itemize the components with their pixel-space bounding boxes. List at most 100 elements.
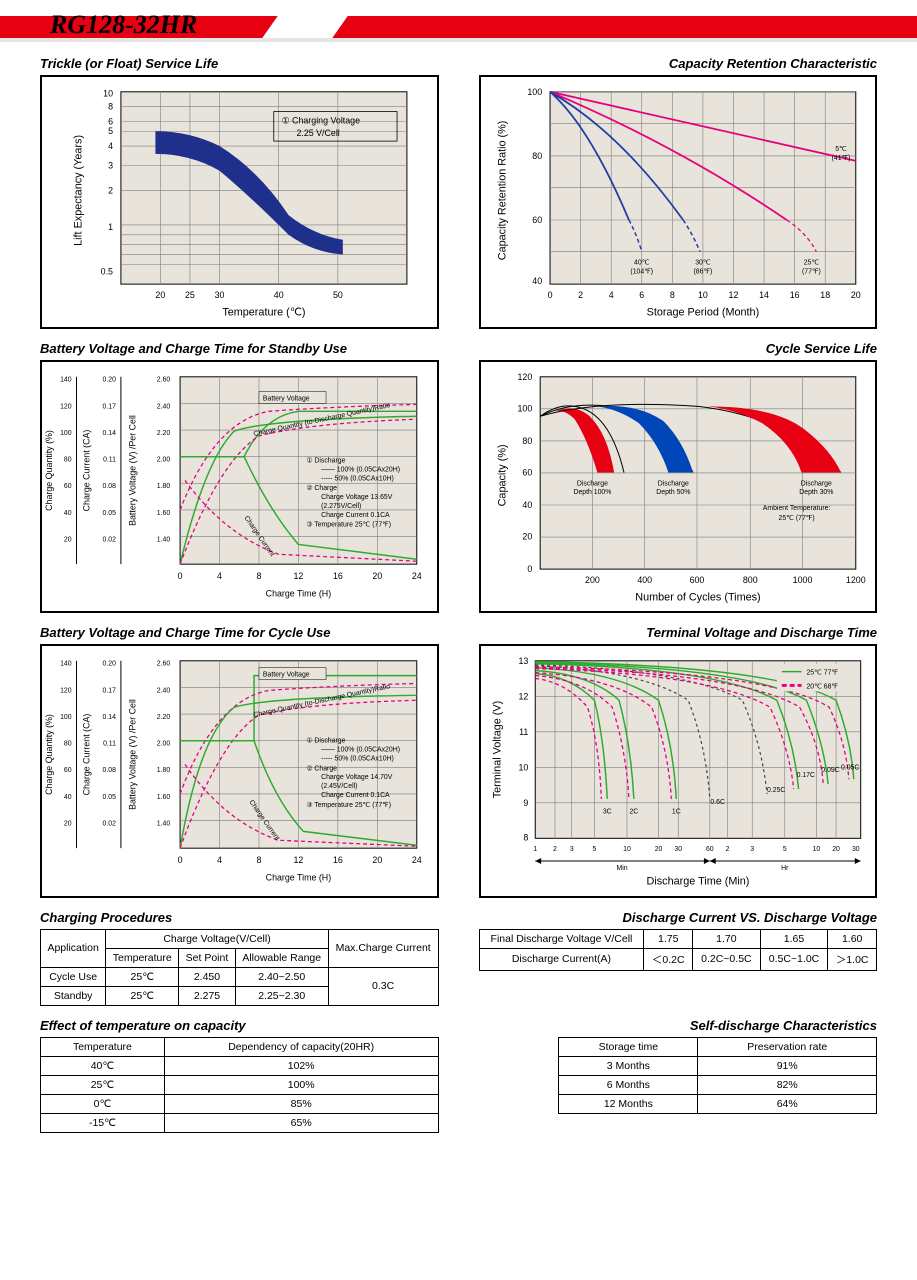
chart-cycle-charge: Battery Voltage Charge Quantity (to-Disc… [40, 644, 439, 898]
svg-text:100: 100 [517, 403, 532, 413]
svg-text:0.02: 0.02 [103, 536, 117, 543]
svg-text:20℃ 68℉: 20℃ 68℉ [806, 684, 838, 691]
svg-text:0.20: 0.20 [103, 376, 117, 383]
svg-text:100: 100 [60, 430, 72, 437]
svg-text:40: 40 [64, 509, 72, 516]
svg-text:Depth 100%: Depth 100% [573, 489, 611, 496]
table-self-discharge: Storage timePreservation rate 3 Months91… [558, 1037, 877, 1114]
svg-text:2: 2 [725, 846, 729, 853]
svg-text:8: 8 [669, 290, 674, 300]
svg-text:2.40: 2.40 [157, 403, 171, 410]
svg-text:80: 80 [64, 456, 72, 463]
svg-text:60: 60 [64, 483, 72, 490]
svg-text:30: 30 [851, 846, 859, 853]
svg-text:18: 18 [820, 290, 830, 300]
title-cycle-life: Cycle Service Life [479, 341, 878, 356]
svg-text:20: 20 [372, 855, 382, 865]
svg-text:Charge Quantity (%): Charge Quantity (%) [44, 430, 54, 511]
svg-text:Capacity (%): Capacity (%) [496, 444, 508, 506]
svg-text:3: 3 [108, 161, 113, 171]
svg-text:16: 16 [789, 290, 799, 300]
svg-text:2.60: 2.60 [157, 661, 171, 668]
svg-text:8: 8 [108, 102, 113, 112]
svg-text:0.02: 0.02 [103, 821, 117, 828]
svg-text:2.60: 2.60 [157, 376, 171, 383]
svg-text:50: 50 [333, 290, 343, 300]
svg-text:3C: 3C [602, 809, 611, 816]
svg-text:Discharge Time (Min): Discharge Time (Min) [646, 876, 749, 888]
svg-text:Discharge: Discharge [576, 480, 607, 487]
svg-text:0: 0 [547, 290, 552, 300]
chart-cycle-life: Discharge Depth 100% Discharge Depth 50% D… [479, 360, 878, 614]
svg-text:0.05: 0.05 [103, 509, 117, 516]
title-self-discharge: Self-discharge Characteristics [479, 1018, 878, 1033]
svg-text:(77℉): (77℉) [801, 268, 820, 275]
svg-text:(2.275V/Cell): (2.275V/Cell) [321, 503, 361, 510]
svg-text:Depth 50%: Depth 50% [656, 489, 690, 496]
svg-text:24: 24 [412, 855, 422, 865]
svg-text:120: 120 [60, 687, 72, 694]
table-charging: Application Charge Voltage(V/Cell) Max.C… [40, 929, 439, 1006]
svg-text:0.6C: 0.6C [710, 799, 725, 806]
svg-text:6: 6 [108, 116, 113, 126]
svg-text:10: 10 [697, 290, 707, 300]
svg-text:30℃: 30℃ [695, 259, 711, 266]
svg-text:Discharge: Discharge [800, 480, 831, 487]
svg-text:100: 100 [527, 87, 542, 97]
svg-text:0.08: 0.08 [103, 483, 117, 490]
title-charging-proc: Charging Procedures [40, 910, 439, 925]
svg-text:① Discharge: ① Discharge [306, 737, 345, 745]
svg-text:0.17: 0.17 [103, 403, 117, 410]
svg-text:2.40: 2.40 [157, 687, 171, 694]
svg-text:25℃: 25℃ [803, 259, 819, 266]
svg-text:2.00: 2.00 [157, 456, 171, 463]
svg-text:0.20: 0.20 [103, 661, 117, 668]
svg-text:20: 20 [64, 821, 72, 828]
svg-text:Charge Time (H): Charge Time (H) [266, 588, 332, 598]
svg-text:0.05C: 0.05C [840, 764, 858, 771]
svg-text:400: 400 [637, 574, 652, 584]
title-standby: Battery Voltage and Charge Time for Stan… [40, 341, 439, 356]
svg-text:20: 20 [832, 846, 840, 853]
svg-text:800: 800 [742, 574, 757, 584]
svg-text:5: 5 [592, 846, 596, 853]
svg-text:Hr: Hr [781, 865, 789, 872]
svg-text:25℃ 77℉: 25℃ 77℉ [806, 670, 838, 677]
chart-trickle: ① Charging Voltage 2.25 V/Cell 0.5 1 2 3… [40, 75, 439, 329]
svg-text:20: 20 [654, 846, 662, 853]
svg-text:(86℉): (86℉) [693, 268, 712, 275]
model-title: RG128-32HR [50, 10, 197, 40]
header-band: RG128-32HR [0, 10, 917, 44]
svg-text:10: 10 [623, 846, 631, 853]
svg-text:600: 600 [689, 574, 704, 584]
title-discharge-iv: Discharge Current VS. Discharge Voltage [479, 910, 878, 925]
title-trickle: Trickle (or Float) Service Life [40, 56, 439, 71]
svg-text:2.20: 2.20 [157, 430, 171, 437]
svg-text:3: 3 [569, 846, 573, 853]
svg-text:Charge Time (H): Charge Time (H) [266, 873, 332, 883]
svg-text:0.11: 0.11 [103, 741, 116, 748]
svg-text:—— 100% (0.05CAx20H): —— 100% (0.05CAx20H) [321, 747, 400, 754]
chart-terminal: 3C 2C 1C 0.6C 0.25C 0.17C 0.09C 0.05C 25… [479, 644, 878, 898]
svg-text:2.00: 2.00 [157, 741, 171, 748]
chart-standby-charge: Battery Voltage Charge Quantity (to-Disc… [40, 360, 439, 614]
svg-text:0.11: 0.11 [103, 456, 116, 463]
svg-text:60: 60 [532, 215, 542, 225]
svg-text:12: 12 [293, 855, 303, 865]
svg-text:Charge Voltage 13.65V: Charge Voltage 13.65V [321, 494, 393, 501]
svg-text:16: 16 [333, 855, 343, 865]
svg-text:10: 10 [812, 846, 820, 853]
svg-text:Charge Current (CA): Charge Current (CA) [81, 429, 91, 511]
svg-text:Discharge: Discharge [657, 480, 688, 487]
svg-text:100: 100 [60, 714, 72, 721]
svg-text:0.09C: 0.09C [821, 767, 839, 774]
svg-text:0.17C: 0.17C [796, 772, 814, 779]
svg-text:14: 14 [759, 290, 769, 300]
svg-text:120: 120 [60, 403, 72, 410]
svg-text:② Charge: ② Charge [306, 484, 337, 492]
svg-text:40: 40 [532, 276, 542, 286]
svg-text:1.80: 1.80 [157, 483, 171, 490]
svg-text:0: 0 [178, 855, 183, 865]
svg-text:0.14: 0.14 [103, 714, 117, 721]
svg-text:8: 8 [257, 571, 262, 581]
